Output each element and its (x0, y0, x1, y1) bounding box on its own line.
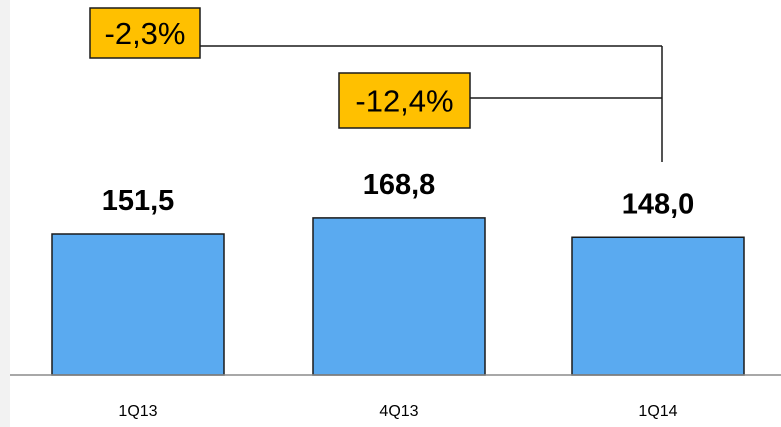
tick-label-1Q14: 1Q14 (638, 403, 677, 420)
annotation-box-1 (89, 7, 201, 59)
value-label-1Q13: 151,5 (102, 185, 175, 217)
annotation-label-2: -12,4% (355, 84, 453, 119)
bar-1Q14 (571, 236, 745, 376)
annotation-label-1: -2,3% (105, 16, 186, 51)
annotation-box-2 (338, 72, 471, 129)
tick-label-4Q13: 4Q13 (379, 403, 418, 420)
left-margin-strip (0, 0, 10, 427)
value-label-4Q13: 168,8 (363, 169, 436, 201)
value-labels-layer: 151,5 168,8 148,0 (102, 169, 695, 220)
bar-4Q13 (312, 217, 486, 376)
bars-layer (51, 217, 745, 376)
change-annotations-layer: -2,3% -12,4% (89, 7, 663, 162)
value-label-1Q14: 148,0 (622, 188, 695, 220)
x-tick-labels-layer: 1Q13 4Q13 1Q14 (118, 403, 677, 420)
tick-label-1Q13: 1Q13 (118, 403, 157, 420)
bar-1Q13 (51, 233, 225, 376)
